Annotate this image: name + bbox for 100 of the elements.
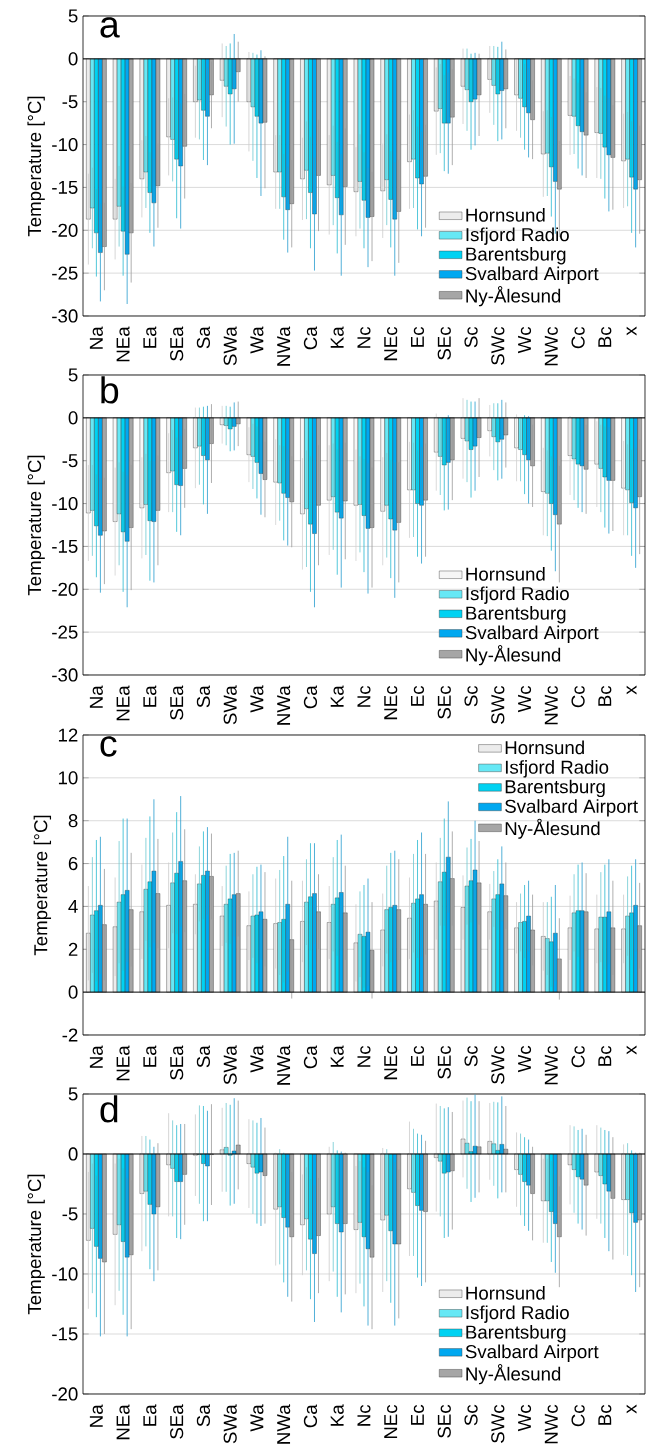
y-tick-label: -15: [52, 1327, 78, 1341]
x-tick-label: SWc: [491, 1045, 505, 1084]
x-tick-label: NEa: [116, 1404, 130, 1440]
legend-label: Hornsund: [466, 1285, 545, 1300]
x-tick-label: SEc: [437, 685, 451, 719]
chart-title: d: [100, 1095, 118, 1123]
x-tick-label: x: [626, 1404, 637, 1414]
x-tick-label: NEc: [384, 685, 398, 720]
y-tick-label: 0: [68, 411, 78, 425]
legend-label: Barentsburg: [505, 779, 605, 798]
x-tick-label: NWc: [544, 1045, 558, 1085]
x-tick-label: Ca: [303, 685, 318, 709]
y-tick-label: -10: [52, 137, 78, 152]
x-tick-label: Nc: [357, 1045, 371, 1067]
x-tick-label: Ka: [330, 326, 344, 348]
y-tick-label: -10: [52, 496, 78, 511]
x-tick-label: Ca: [303, 1404, 318, 1428]
y-tick-label: -25: [52, 625, 78, 639]
x-tick-label: Bc: [598, 1404, 612, 1425]
x-tick-label: NWc: [544, 1404, 558, 1444]
x-tick-label: Ca: [303, 326, 318, 350]
legend-label: Ny-Ålesund: [466, 1364, 561, 1385]
x-tick-label: Ea: [143, 326, 157, 348]
y-axis-title: Temperature [°C]: [33, 815, 52, 956]
x-tick-label: Cc: [571, 326, 585, 349]
x-tick-label: Wa: [250, 1045, 264, 1073]
x-tick-label: Nc: [357, 1404, 371, 1426]
x-tick-label: Sc: [464, 685, 478, 707]
y-tick-label: -5: [62, 454, 78, 468]
x-tick-label: NWc: [544, 685, 558, 725]
y-tick-label: 0: [68, 52, 78, 66]
x-tick-label: NEc: [384, 1045, 398, 1080]
x-tick-label: Wc: [518, 1404, 532, 1432]
x-tick-label: Sc: [464, 1045, 478, 1067]
chart-title: c: [100, 736, 117, 757]
x-tick-label: Ea: [143, 685, 157, 707]
x-tick-label: Ka: [330, 1404, 344, 1426]
x-tick-label: x: [626, 685, 637, 695]
y-tick-label: -5: [62, 95, 78, 109]
x-tick-label: Wa: [250, 685, 264, 713]
y-axis-title: Temperature [°C]: [27, 96, 45, 237]
y-tick-label: 6: [68, 856, 78, 871]
y-axis-title: Temperature [°C]: [27, 1174, 45, 1315]
x-tick-label: Ec: [411, 685, 425, 706]
y-tick-label: 5: [68, 9, 78, 23]
x-tick-label: SEc: [437, 1404, 451, 1438]
x-tick-label: NEc: [384, 1404, 398, 1439]
legend-label: Svalbard Airport: [465, 1344, 599, 1362]
y-tick-label: 10: [58, 771, 78, 785]
x-tick-label: Bc: [598, 326, 612, 347]
legend-label: Ny-Ålesund: [466, 645, 561, 666]
chart-title: a: [100, 17, 120, 38]
x-tick-label: Cc: [571, 1045, 585, 1068]
x-tick-label: SEa: [170, 326, 184, 361]
y-tick-label: 8: [68, 814, 78, 828]
x-tick-label: SEa: [170, 1404, 184, 1439]
x-tick-label: Ca: [303, 1045, 318, 1069]
x-tick-label: SEa: [170, 1045, 184, 1080]
x-tick-label: NWa: [277, 1404, 291, 1444]
x-tick-label: SWa: [223, 685, 237, 725]
x-tick-label: Cc: [571, 1404, 585, 1427]
x-tick-label: NEa: [116, 685, 130, 721]
x-tick-label: Ec: [411, 1045, 425, 1066]
x-tick-label: SWa: [223, 1045, 237, 1085]
x-tick-label: Ka: [330, 685, 344, 707]
y-tick-label: -20: [52, 1387, 78, 1401]
x-tick-label: SEc: [437, 1045, 451, 1079]
x-tick-label: x: [626, 1045, 637, 1055]
x-tick-label: SWa: [223, 1404, 237, 1444]
x-tick-label: SWc: [491, 326, 505, 365]
y-axis-title: Temperature [°C]: [27, 455, 45, 596]
y-tick-label: -10: [52, 1267, 78, 1281]
x-tick-label: Wc: [518, 1045, 532, 1073]
legend-label: Ny-Ålesund: [505, 818, 600, 839]
x-tick-label: x: [626, 326, 637, 336]
x-tick-label: Wc: [518, 685, 532, 713]
legend-label: Isfjord Radio: [466, 1305, 569, 1323]
x-tick-label: SWc: [491, 685, 505, 724]
x-tick-label: Bc: [598, 1045, 612, 1066]
x-tick-label: SWc: [491, 1404, 505, 1443]
legend-label: Svalbard Airport: [505, 799, 638, 817]
y-tick-label: 5: [68, 368, 78, 382]
legend-label: Barentsburg: [466, 247, 566, 265]
y-tick-label: 12: [58, 728, 78, 742]
x-tick-label: Na: [89, 326, 103, 349]
x-tick-label: Ec: [411, 326, 425, 347]
y-tick-label: 0: [68, 1147, 78, 1161]
x-tick-label: NEa: [116, 1045, 130, 1081]
y-tick-label: -20: [52, 223, 78, 237]
x-tick-label: NEa: [116, 326, 130, 362]
x-tick-label: Ea: [143, 1404, 157, 1426]
x-tick-label: Wa: [250, 326, 264, 354]
y-tick-label: 5: [68, 1087, 78, 1101]
x-tick-label: NWc: [544, 326, 558, 366]
x-tick-label: Na: [89, 1045, 103, 1068]
x-tick-label: NWa: [277, 1045, 291, 1085]
y-tick-label: -20: [52, 582, 78, 596]
legend-label: Isfjord Radio: [466, 586, 569, 604]
y-tick-label: 2: [68, 942, 78, 956]
legend-label: Barentsburg: [466, 606, 566, 624]
